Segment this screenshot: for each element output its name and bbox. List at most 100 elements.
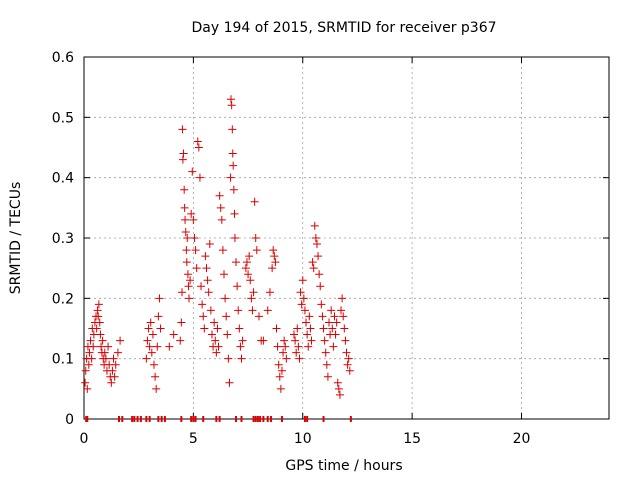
data-point <box>187 209 196 218</box>
data-point <box>305 312 314 321</box>
data-point <box>344 354 353 363</box>
data-point <box>282 354 291 363</box>
data-point <box>272 324 281 333</box>
data-point <box>142 354 151 363</box>
data-point <box>275 372 284 381</box>
data-point <box>83 384 92 393</box>
data-point <box>210 318 219 327</box>
data-point <box>237 354 246 363</box>
data-point <box>333 378 342 387</box>
x-tick-label: 10 <box>294 431 312 447</box>
data-point <box>307 336 316 345</box>
data-point <box>228 125 237 134</box>
data-point <box>205 240 214 249</box>
data-point <box>190 234 199 242</box>
data-point <box>181 227 190 236</box>
data-point <box>191 246 200 255</box>
x-tick-label: 20 <box>513 431 531 447</box>
data-point <box>316 282 325 291</box>
data-point <box>100 348 109 357</box>
data-point <box>270 252 279 261</box>
data-point <box>223 330 232 339</box>
data-point <box>321 348 330 357</box>
data-point <box>179 149 188 158</box>
data-point <box>319 324 328 333</box>
data-point <box>269 246 278 255</box>
data-point <box>322 360 331 369</box>
data-points <box>81 95 354 422</box>
data-point <box>229 185 238 194</box>
data-point <box>221 294 230 303</box>
data-point <box>218 246 227 255</box>
data-point <box>311 234 320 242</box>
data-point <box>306 324 315 333</box>
data-point <box>318 312 327 321</box>
data-point <box>197 282 206 291</box>
data-point <box>183 234 192 242</box>
y-tick-label: 0.4 <box>52 171 74 187</box>
data-point <box>154 312 163 321</box>
data-point <box>297 300 306 309</box>
data-point <box>153 342 162 351</box>
data-point <box>334 384 343 393</box>
data-point <box>214 342 223 351</box>
data-point <box>92 324 101 333</box>
data-point <box>292 348 301 357</box>
x-tick-label: 0 <box>80 431 89 447</box>
data-point <box>332 318 341 327</box>
data-point <box>226 173 235 182</box>
data-point <box>230 209 239 218</box>
data-point <box>176 336 185 345</box>
data-point <box>192 264 201 273</box>
data-point <box>279 348 288 357</box>
data-point <box>273 342 282 351</box>
data-point <box>180 185 189 194</box>
data-point <box>143 336 152 345</box>
data-point <box>81 378 90 387</box>
data-point <box>281 342 290 351</box>
data-point <box>323 372 332 381</box>
data-point <box>98 336 107 345</box>
data-point <box>327 306 336 315</box>
data-point <box>144 324 153 333</box>
data-point <box>227 95 235 104</box>
data-point <box>296 288 305 297</box>
data-point <box>232 258 241 267</box>
data-point <box>216 203 225 212</box>
data-point <box>290 330 298 339</box>
x-axis-label: GPS time / hours <box>285 458 402 474</box>
x-tick-label: 5 <box>189 431 198 447</box>
data-point <box>109 354 118 363</box>
data-point <box>238 336 247 345</box>
data-point <box>224 354 233 363</box>
y-axis-label: SRMTID / TECUs <box>8 182 24 295</box>
data-point <box>81 366 90 375</box>
data-point <box>185 294 193 303</box>
data-point <box>242 258 251 267</box>
data-point <box>188 167 197 176</box>
data-point <box>303 330 312 339</box>
data-point <box>228 149 237 158</box>
data-point <box>178 155 187 164</box>
data-point <box>84 360 93 369</box>
data-point <box>299 294 308 303</box>
data-point <box>186 276 195 285</box>
data-point <box>198 300 207 309</box>
data-point <box>229 161 238 170</box>
data-point <box>180 203 189 212</box>
data-point <box>147 348 156 357</box>
data-point <box>200 324 209 333</box>
data-point <box>104 342 113 351</box>
y-tick-label: 0.5 <box>52 110 74 126</box>
data-point <box>94 312 103 321</box>
data-point <box>338 294 347 303</box>
data-point <box>335 390 344 399</box>
data-point <box>325 318 333 327</box>
data-point <box>202 264 211 273</box>
data-point <box>178 288 186 297</box>
data-point <box>331 330 340 339</box>
x-tick-label: 15 <box>403 431 421 447</box>
data-point <box>251 234 260 242</box>
